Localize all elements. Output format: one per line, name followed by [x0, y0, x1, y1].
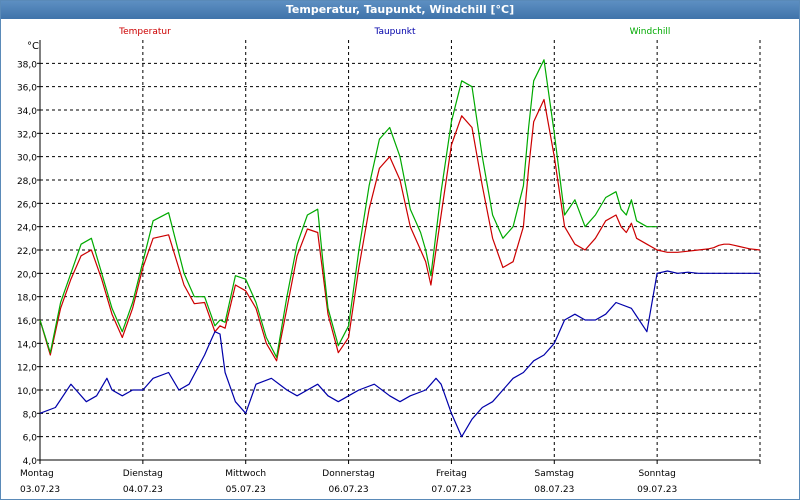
plot-axes [37, 40, 761, 464]
y-tick-label: 24,0 [17, 224, 37, 234]
y-tick-label: 22,0 [17, 247, 37, 257]
y-tick-label: 12,0 [17, 364, 37, 374]
legend-entry-temperatur: Temperatur [118, 27, 171, 37]
y-tick-label: 6,0 [23, 434, 38, 444]
x-tick-date-label: 08.07.23 [534, 485, 574, 495]
y-tick-label: 18,0 [17, 294, 37, 304]
series-line-temperatur [39, 98, 761, 362]
legend: Temperatur Taupunkt Windchill [118, 27, 670, 37]
x-tick-day-label: Mittwoch [225, 469, 266, 479]
grid-lines [40, 40, 761, 460]
y-tick-label: 28,0 [17, 177, 37, 187]
series-lines [39, 59, 761, 438]
x-tick-date-label: 07.07.23 [431, 485, 471, 495]
x-tick-day-label: Donnerstag [322, 469, 375, 479]
x-tick-day-label: Sonntag [638, 469, 675, 479]
series-line-taupunkt [39, 270, 760, 438]
x-tick-day-label: Freitag [436, 469, 467, 479]
x-tick-labels: Montag 03.07.23 Dienstag 04.07.23 Mittwoch 05… [20, 469, 677, 495]
y-tick-label: 14,0 [17, 340, 37, 350]
x-tick-date-label: 06.07.23 [329, 485, 369, 495]
y-tick-label: 36,0 [17, 84, 37, 94]
y-axis-unit-label: °C [27, 41, 39, 52]
y-tick-label: 26,0 [17, 200, 37, 210]
y-tick-label: 10,0 [17, 387, 37, 397]
x-tick-date-label: 04.07.23 [123, 485, 163, 495]
y-tick-label: 38,0 [17, 60, 37, 70]
x-tick-date-label: 03.07.23 [20, 485, 60, 495]
x-tick-date-label: 05.07.23 [226, 485, 266, 495]
x-tick-day-label: Dienstag [123, 469, 163, 479]
legend-entry-taupunkt: Taupunkt [373, 27, 416, 37]
x-tick-day-label: Samstag [535, 469, 574, 479]
y-tick-label: 32,0 [17, 130, 37, 140]
series-line-windchill [39, 59, 658, 358]
window-title: Temperatur, Taupunkt, Windchill [°C] [1, 1, 799, 19]
x-tick-date-label: 09.07.23 [637, 485, 677, 495]
y-tick-label: 20,0 [17, 270, 37, 280]
y-tick-label: 34,0 [17, 107, 37, 117]
y-tick-label: 4,0 [23, 457, 38, 467]
x-tick-day-label: Montag [20, 469, 54, 479]
y-tick-label: 16,0 [17, 317, 37, 327]
y-tick-label: 8,0 [23, 410, 38, 420]
y-tick-label: 30,0 [17, 154, 37, 164]
legend-entry-windchill: Windchill [630, 27, 671, 37]
y-tick-labels: 4,0 6,0 8,0 10,0 12,0 14,0 16,0 18,0 20,0 22,0 24,… [17, 60, 37, 467]
